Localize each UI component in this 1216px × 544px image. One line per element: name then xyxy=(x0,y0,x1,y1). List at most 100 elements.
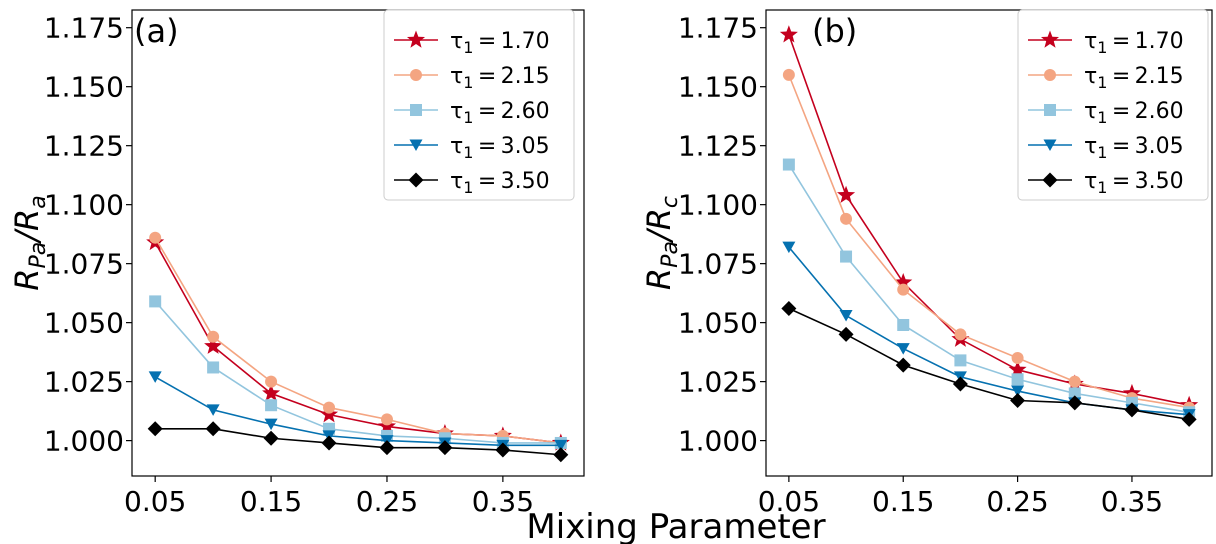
x-tick-label: 0.05 xyxy=(758,485,820,518)
data-point xyxy=(1011,373,1024,386)
data-point xyxy=(323,401,336,414)
series-line xyxy=(154,376,561,447)
data-point xyxy=(1068,375,1081,388)
data-point xyxy=(553,447,569,463)
legend-marker xyxy=(410,104,422,116)
series-5 xyxy=(781,300,1197,427)
legend-marker xyxy=(410,69,422,81)
data-point xyxy=(319,405,339,423)
data-point xyxy=(782,68,795,81)
legend-marker xyxy=(1043,139,1057,151)
y-axis-label: RPa​/Ra​ xyxy=(8,195,51,290)
data-point xyxy=(952,376,968,392)
data-point xyxy=(265,399,278,412)
data-point xyxy=(148,371,162,383)
data-point xyxy=(149,231,162,244)
y-tick-label: 1.075 xyxy=(678,248,758,281)
x-tick-label: 0.15 xyxy=(872,485,934,518)
y-tick-label: 1.000 xyxy=(678,425,758,458)
data-point xyxy=(840,250,853,263)
series-2 xyxy=(149,231,567,449)
legend-label: τ1 = 3.05 xyxy=(450,134,550,162)
y-tick-label: 1.175 xyxy=(678,12,758,45)
data-point xyxy=(437,440,453,456)
y-tick-label: 1.050 xyxy=(678,307,758,340)
data-point xyxy=(207,330,220,343)
data-point xyxy=(495,442,511,458)
data-point xyxy=(321,435,337,451)
series-line xyxy=(788,307,1190,421)
data-point xyxy=(896,343,910,355)
data-point xyxy=(263,430,279,446)
series-line xyxy=(154,237,561,444)
legend-label: τ1 = 2.60 xyxy=(1084,99,1184,127)
data-point xyxy=(149,295,162,308)
legend-label: τ1 = 2.15 xyxy=(1084,64,1184,92)
data-point xyxy=(262,383,281,402)
y-tick-label: 1.175 xyxy=(44,12,124,45)
data-point xyxy=(204,336,223,354)
panel-a: 1.000 1.025 1.050 1.075 1.100 1.125 1.150 1.175… xyxy=(8,9,585,518)
series-line xyxy=(155,428,561,456)
data-point xyxy=(1067,395,1083,411)
data-point xyxy=(840,212,853,225)
data-point xyxy=(1011,385,1025,398)
plot-frame xyxy=(131,9,585,477)
legend-marker xyxy=(406,30,426,48)
y-tick-label: 1.100 xyxy=(678,189,758,222)
data-point xyxy=(779,25,798,43)
data-point xyxy=(265,375,278,388)
legend-marker xyxy=(408,172,424,188)
legend-label: τ1 = 1.70 xyxy=(1084,29,1184,57)
data-point xyxy=(206,404,220,416)
x-tick-label: 0.15 xyxy=(240,485,302,518)
y-tick-label: 1.100 xyxy=(44,189,124,222)
data-point xyxy=(1124,402,1140,418)
legend-label: τ1 = 3.50 xyxy=(450,169,550,197)
legend-box xyxy=(383,9,575,201)
x-axis-label: Mixing Parameter xyxy=(526,507,825,544)
plot-frame xyxy=(765,9,1213,477)
y-tick-label: 1.025 xyxy=(678,366,758,399)
data-point xyxy=(1068,387,1081,400)
y-tick-label: 1.050 xyxy=(44,307,124,340)
data-point xyxy=(954,354,967,367)
legend-label: τ1 = 1.70 xyxy=(450,29,550,57)
data-point xyxy=(838,326,854,342)
y-axis-label: RPa​/Rc​ xyxy=(640,196,683,290)
series-5 xyxy=(147,421,569,463)
data-point xyxy=(897,318,910,331)
data-point xyxy=(1181,411,1197,427)
x-tick-label: 0.35 xyxy=(1101,485,1163,518)
legend-box xyxy=(1017,9,1209,201)
y-tick-label: 1.150 xyxy=(678,71,758,104)
legend-marker xyxy=(1044,69,1056,81)
legend-label: τ1 = 3.50 xyxy=(1084,169,1184,197)
data-point xyxy=(147,421,163,437)
legend-label: τ1 = 3.05 xyxy=(1084,134,1184,162)
x-tick-label: 0.25 xyxy=(356,485,418,518)
data-point xyxy=(379,440,395,456)
series-4 xyxy=(148,371,568,452)
series-line xyxy=(788,34,1190,407)
data-point xyxy=(837,185,856,203)
data-point xyxy=(1008,360,1027,378)
legend-marker xyxy=(1044,104,1056,116)
y-tick-label: 1.150 xyxy=(44,71,124,104)
legend: τ1 = 1.70 τ1 = 2.15 τ1 = 2.60 τ1 = 3.05 τ1 =… xyxy=(383,9,575,201)
y-tick-label: 1.125 xyxy=(678,130,758,163)
data-point xyxy=(895,357,911,373)
x-tick-label: 0.25 xyxy=(986,485,1048,518)
data-point xyxy=(1010,392,1026,408)
data-point xyxy=(781,300,797,316)
legend-marker xyxy=(1042,172,1058,188)
x-tick-label: 0.05 xyxy=(124,485,186,518)
series-1 xyxy=(146,232,570,451)
data-point xyxy=(264,418,278,431)
data-point xyxy=(377,416,397,435)
data-point xyxy=(782,158,795,171)
data-point xyxy=(554,439,568,452)
legend-marker xyxy=(1040,30,1060,48)
series-line xyxy=(788,164,1190,414)
